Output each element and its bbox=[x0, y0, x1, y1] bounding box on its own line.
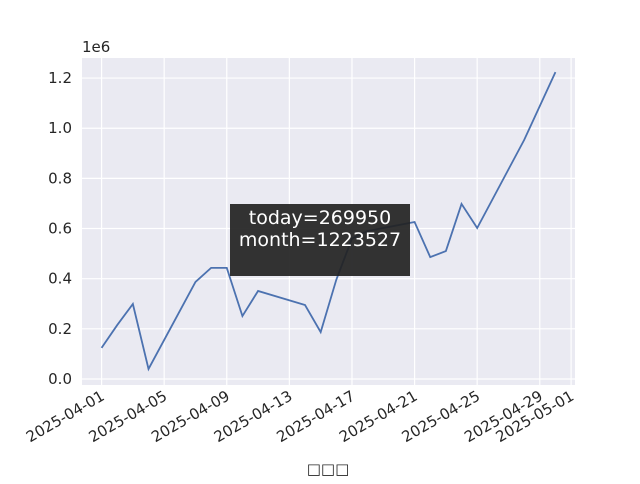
tooltip-box bbox=[230, 204, 410, 276]
y-tick-label: 0.6 bbox=[48, 220, 72, 238]
y-tick-label: 1.0 bbox=[48, 119, 72, 137]
tooltip-text: today=269950 bbox=[249, 207, 391, 229]
y-tick-label: 1.2 bbox=[48, 69, 72, 87]
y-offset-label: 1e6 bbox=[82, 38, 110, 56]
x-axis-label: □□□ bbox=[307, 460, 350, 478]
y-tick-label: 0.8 bbox=[48, 169, 72, 187]
data-line bbox=[100, 71, 557, 372]
y-tick-label: 0.0 bbox=[48, 370, 72, 388]
tooltip: today=269950 month=1223527 bbox=[230, 204, 410, 276]
y-tick-label: 0.4 bbox=[48, 270, 72, 288]
tooltip-text: month=1223527 bbox=[239, 229, 401, 251]
y-tick-label: 0.2 bbox=[48, 320, 72, 338]
